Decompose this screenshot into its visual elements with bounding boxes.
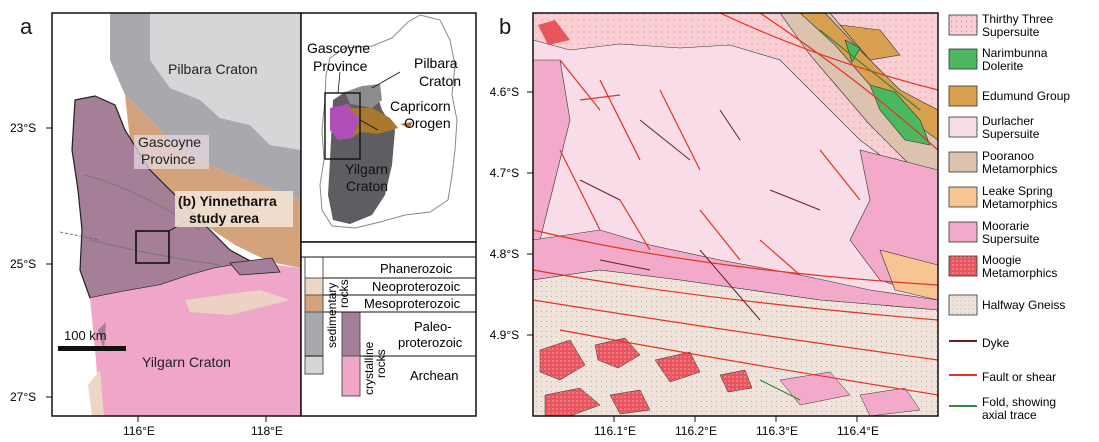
lat-tick-27: 27°S bbox=[10, 390, 36, 404]
legend-label-3: Durlacher bbox=[982, 114, 1034, 128]
lat-tick-23: 23°S bbox=[10, 121, 36, 135]
svg-text:sedimentary: sedimentary bbox=[325, 283, 339, 348]
study-area-label-line1: (b) Yinnetharra bbox=[178, 193, 277, 209]
svg-text:Neoproterozoic: Neoproterozoic bbox=[372, 279, 461, 294]
gascoyne-label-line1: Gascoyne bbox=[138, 134, 201, 150]
legend-label-2-6: Supersuite bbox=[982, 232, 1040, 246]
legend-item-8: Halfway Gneiss bbox=[948, 294, 1065, 316]
legend-swatch-4 bbox=[948, 151, 978, 173]
age-legend: Phanerozoic Neoproterozoic Mesoproterozo… bbox=[300, 241, 477, 417]
b-lat-tick-246: 24.6°S bbox=[490, 85, 519, 99]
b-lon-tick-1161: 116.1°E bbox=[594, 424, 636, 438]
legend-swatch-8 bbox=[948, 294, 978, 316]
inset-pilbara bbox=[345, 84, 382, 108]
sedimentary-basin-region bbox=[110, 13, 301, 200]
inset-study-box bbox=[324, 92, 361, 160]
b-lon-tick-1162: 116.2°E bbox=[675, 424, 717, 438]
legend-label-0: Thirthy Three bbox=[982, 12, 1053, 26]
inset-capricorn-line2: Orogen bbox=[404, 115, 451, 131]
b-lat-tick-247: 24.7°S bbox=[490, 166, 519, 180]
panel-a-map: Pilbara Craton Gascoyne Province (b) Yin… bbox=[10, 12, 477, 438]
inset-pilbara-line1: Pilbara bbox=[414, 55, 458, 71]
legend-swatch-0 bbox=[948, 14, 978, 36]
legend-label-2-7: Metamorphics bbox=[982, 266, 1057, 280]
lat-tick-25: 25°S bbox=[10, 257, 36, 271]
legend-label-2-11: axial trace bbox=[982, 408, 1037, 422]
pilbara-craton-region bbox=[150, 13, 301, 150]
inset-capricorn-line1: Capricorn bbox=[390, 98, 451, 114]
inset-gascoyne bbox=[330, 104, 360, 140]
scale-label: 100 km bbox=[64, 328, 107, 343]
b-lon-tick-1163: 116.3°E bbox=[756, 424, 798, 438]
legend-swatch-6 bbox=[948, 221, 978, 243]
panel-b-letter: b bbox=[499, 14, 512, 39]
lon-tick-116: 116°E bbox=[123, 424, 155, 438]
legend-label-6: Moorarie bbox=[982, 219, 1030, 233]
scale-bar bbox=[58, 346, 126, 351]
inset-yilgarn-line2: Craton bbox=[346, 178, 388, 194]
b-lat-tick-248: 24.8°S bbox=[490, 247, 519, 261]
svg-text:Phanerozoic: Phanerozoic bbox=[380, 261, 453, 276]
legend-label-2-1: Dolerite bbox=[982, 59, 1024, 73]
legend-swatch-7 bbox=[948, 255, 978, 277]
svg-text:proterozoic: proterozoic bbox=[398, 335, 463, 350]
legend-label-4: Pooranoo bbox=[982, 149, 1034, 163]
svg-text:Paleo-: Paleo- bbox=[414, 319, 452, 334]
legend-label-2-0: Supersuite bbox=[982, 25, 1040, 39]
svg-text:crystalline: crystalline bbox=[362, 341, 376, 395]
inset-gascoyne-line1: Gascoyne bbox=[307, 40, 370, 56]
legend-swatch-2 bbox=[948, 85, 978, 107]
b-lon-tick-1164: 116.4°E bbox=[837, 424, 879, 438]
legend-label-2-4: Metamorphics bbox=[982, 162, 1057, 176]
legend-label-8: Halfway Gneiss bbox=[982, 298, 1065, 312]
legend-label-2: Edumund Group bbox=[982, 89, 1070, 103]
gascoyne-label-line2: Province bbox=[141, 151, 196, 167]
lon-tick-118: 118°E bbox=[251, 424, 283, 438]
legend-label-10: Fault or shear bbox=[982, 370, 1056, 384]
panel-b-map: 24.6°S 24.7°S 24.8°S 24.9°S 116.1°E 116.… bbox=[490, 12, 939, 438]
svg-text:rocks: rocks bbox=[337, 279, 351, 308]
yilgarn-label: Yilgarn Craton bbox=[142, 354, 231, 370]
inset-gascoyne-line2: Province bbox=[313, 58, 368, 74]
legend-label-1: Narimbunna bbox=[982, 46, 1048, 60]
panel-a-letter: a bbox=[20, 14, 33, 39]
legend-item-2: Edumund Group bbox=[948, 85, 1070, 107]
inset-yilgarn-line1: Yilgarn bbox=[345, 161, 388, 177]
inset-pilbara-line2: Craton bbox=[419, 73, 461, 89]
legend-label-7: Moogie bbox=[982, 253, 1022, 267]
legend-item-9: Dyke bbox=[949, 336, 1010, 350]
legend-swatch-5 bbox=[948, 186, 978, 208]
study-area-box[interactable] bbox=[135, 230, 170, 264]
study-area-label-line2: study area bbox=[189, 210, 259, 226]
legend-label-5: Leake Spring bbox=[982, 184, 1053, 198]
legend-label-2-3: Supersuite bbox=[982, 127, 1040, 141]
legend-label-2-5: Metamorphics bbox=[982, 197, 1057, 211]
legend-item-10: Fault or shear bbox=[949, 370, 1056, 384]
map-legend: Thirthy ThreeSupersuiteNarimbunnaDolerit… bbox=[948, 12, 1070, 422]
svg-text:Archean: Archean bbox=[410, 368, 458, 383]
legend-label-9: Dyke bbox=[982, 336, 1010, 350]
legend-swatch-3 bbox=[948, 116, 978, 138]
svg-text:rocks: rocks bbox=[374, 349, 388, 378]
svg-text:Mesoproterozoic: Mesoproterozoic bbox=[364, 296, 461, 311]
legend-label-11: Fold, showing bbox=[982, 395, 1056, 409]
legend-swatch-1 bbox=[948, 48, 978, 70]
b-lat-tick-249: 24.9°S bbox=[490, 328, 519, 342]
pilbara-label: Pilbara Craton bbox=[168, 61, 258, 77]
